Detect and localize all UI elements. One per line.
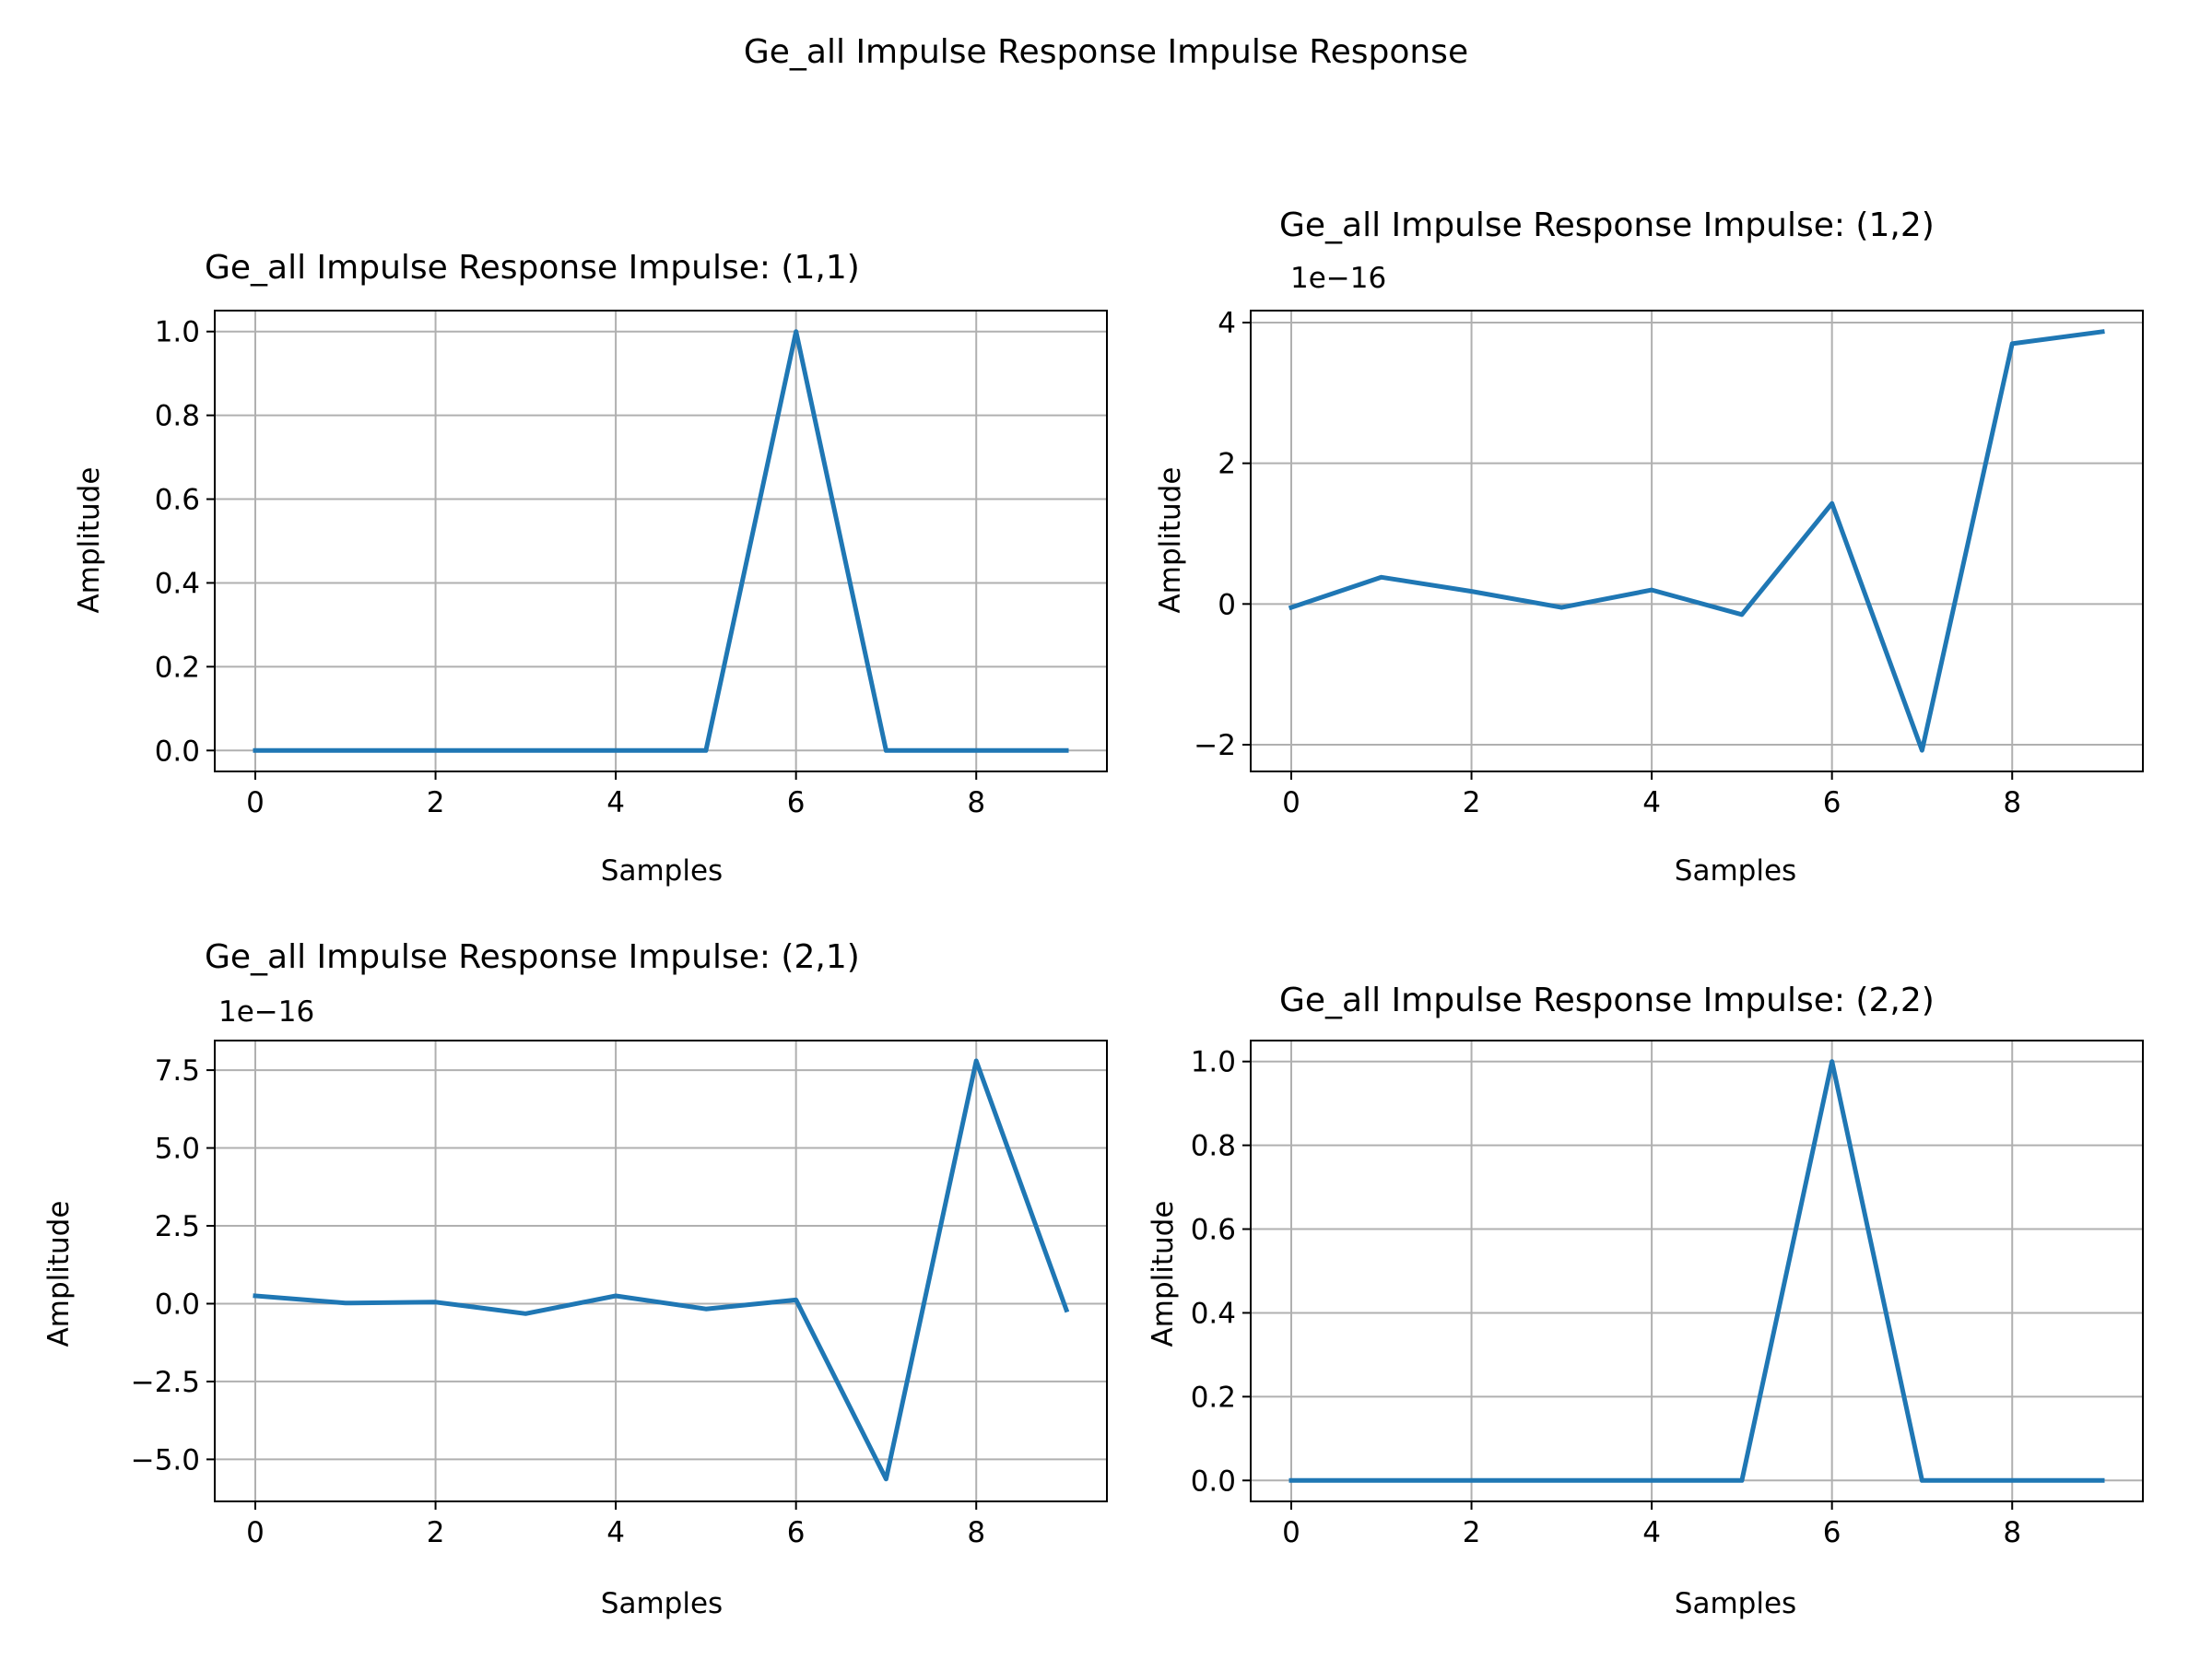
grid-lines xyxy=(215,1041,1107,1501)
panel-2-2: Ge_all Impulse Response Impulse: (2,2) S… xyxy=(1147,982,2144,1620)
panel-2-1: Ge_all Impulse Response Impulse: (2,1) 1… xyxy=(42,938,1108,1620)
x-tick-label: 2 xyxy=(1463,786,1481,819)
y-tick-label: 0.0 xyxy=(155,1288,200,1321)
y-tick-label: 0.2 xyxy=(155,651,200,684)
y-axis-label: Amplitude xyxy=(73,467,106,614)
y-tick-label: −2.5 xyxy=(131,1366,200,1399)
ticks: 0 2 4 6 8 −5.0 −2.5 0.0 2.5 5.0 7.5 xyxy=(131,1054,985,1549)
y-tick-label: 0.4 xyxy=(1191,1297,1236,1330)
x-tick-label: 0 xyxy=(1282,786,1300,819)
x-tick-label: 6 xyxy=(1823,1516,1841,1549)
ticks: 0 2 4 6 8 0.0 0.2 0.4 0.6 0.8 1.0 xyxy=(155,316,985,819)
y-tick-label: 0.4 xyxy=(155,567,200,600)
panel-title: Ge_all Impulse Response Impulse: (1,2) xyxy=(1279,206,1935,244)
grid-lines xyxy=(1251,311,2143,771)
y-tick-label: 1.0 xyxy=(155,316,200,349)
y-axis-label: Amplitude xyxy=(1154,467,1187,614)
x-tick-label: 8 xyxy=(2003,786,2021,819)
x-tick-label: 0 xyxy=(246,1516,265,1549)
y-tick-label: 0.0 xyxy=(155,735,200,768)
ticks: 0 2 4 6 8 −2 0 2 4 xyxy=(1194,307,2021,819)
x-tick-label: 6 xyxy=(1823,786,1841,819)
x-tick-label: 6 xyxy=(787,1516,806,1549)
x-tick-label: 8 xyxy=(967,786,985,819)
y-tick-label: 5.0 xyxy=(155,1133,200,1166)
x-tick-label: 6 xyxy=(787,786,806,819)
grid-lines xyxy=(215,311,1107,771)
panel-title: Ge_all Impulse Response Impulse: (1,1) xyxy=(205,249,860,287)
y-offset-text: 1e−16 xyxy=(218,995,314,1029)
x-axis-label: Samples xyxy=(1675,854,1796,888)
y-tick-label: 4 xyxy=(1218,307,1236,340)
y-tick-label: 0.8 xyxy=(1191,1130,1236,1163)
ticks: 0 2 4 6 8 0.0 0.2 0.4 0.6 0.8 1.0 xyxy=(1191,1046,2021,1549)
y-tick-label: 0 xyxy=(1218,588,1236,621)
x-tick-label: 2 xyxy=(427,786,445,819)
impulse-series-line xyxy=(1288,329,2105,753)
x-axis-label: Samples xyxy=(601,1587,723,1620)
axes-frame xyxy=(1250,310,2144,772)
y-tick-label: 0.0 xyxy=(1191,1465,1236,1498)
x-tick-label: 8 xyxy=(2003,1516,2021,1549)
y-tick-label: 7.5 xyxy=(155,1054,200,1088)
y-tick-label: 0.2 xyxy=(1191,1381,1236,1414)
x-tick-label: 0 xyxy=(246,786,265,819)
panel-1-2: Ge_all Impulse Response Impulse: (1,2) 1… xyxy=(1154,206,2144,888)
axes-frame xyxy=(214,310,1108,772)
impulse-series-line xyxy=(253,329,1069,753)
y-axis-label: Amplitude xyxy=(42,1201,76,1347)
x-tick-label: 4 xyxy=(1642,1516,1661,1549)
x-axis-label: Samples xyxy=(601,854,723,888)
y-tick-label: 2 xyxy=(1218,448,1236,481)
axes-frame xyxy=(214,1040,1108,1502)
panel-1-1: Ge_all Impulse Response Impulse: (1,1) S… xyxy=(73,249,1108,888)
y-offset-text: 1e−16 xyxy=(1290,262,1386,295)
x-axis-label: Samples xyxy=(1675,1587,1796,1620)
x-tick-label: 8 xyxy=(967,1516,985,1549)
grid-lines xyxy=(1251,1041,2143,1501)
y-tick-label: 2.5 xyxy=(155,1210,200,1243)
y-tick-label: −5.0 xyxy=(131,1443,200,1477)
x-tick-label: 2 xyxy=(1463,1516,1481,1549)
panel-title: Ge_all Impulse Response Impulse: (2,2) xyxy=(1279,982,1935,1019)
y-tick-label: 0.6 xyxy=(155,484,200,517)
impulse-series-line xyxy=(1288,1059,2105,1483)
x-tick-label: 2 xyxy=(427,1516,445,1549)
x-tick-label: 4 xyxy=(606,786,625,819)
y-tick-label: 0.6 xyxy=(1191,1214,1236,1247)
axes-frame xyxy=(1250,1040,2144,1502)
y-tick-label: 1.0 xyxy=(1191,1046,1236,1079)
x-tick-label: 0 xyxy=(1282,1516,1300,1549)
y-tick-label: 0.8 xyxy=(155,400,200,433)
y-axis-label: Amplitude xyxy=(1147,1201,1180,1347)
x-tick-label: 4 xyxy=(606,1516,625,1549)
panel-title: Ge_all Impulse Response Impulse: (2,1) xyxy=(205,938,860,976)
y-tick-label: −2 xyxy=(1194,729,1236,762)
x-tick-label: 4 xyxy=(1642,786,1661,819)
impulse-series-line xyxy=(253,1058,1070,1482)
figure-suptitle: Ge_all Impulse Response Impulse Response xyxy=(744,33,1468,71)
